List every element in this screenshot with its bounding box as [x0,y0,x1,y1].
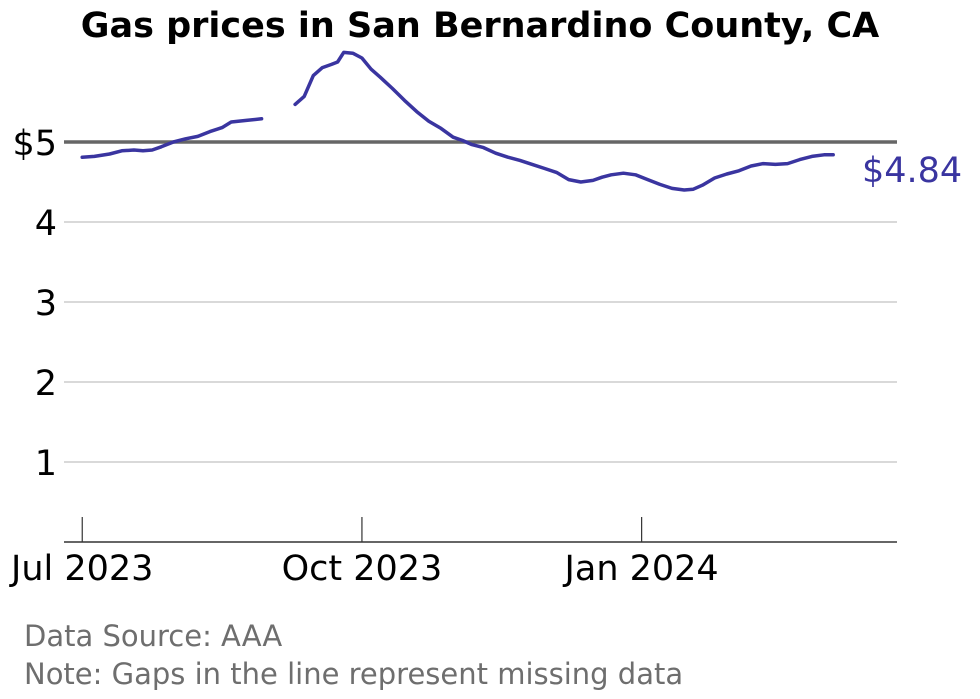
y-axis-labels: 1 2 3 4 $5 [12,124,57,484]
x-axis: Jul 2023 Oct 2023 Jan 2024 [9,517,897,589]
y-tick-label-2: 2 [35,364,57,404]
y-tick-label-5: $5 [12,124,57,164]
line-segment-0 [80,117,264,159]
gridlines [64,140,897,463]
data-source-note: Data Source: AAA [24,619,282,653]
y-tick-label-1: 1 [35,444,57,484]
y-tick-label-3: 3 [35,284,57,324]
x-tick-label-2: Jan 2024 [563,549,719,589]
price-line [80,50,835,192]
chart-title: Gas prices in San Bernardino County, CA [81,6,880,46]
line-segment-1 [293,50,835,192]
y-tick-label-4: 4 [35,204,57,244]
x-tick-label-1: Oct 2023 [282,549,443,589]
last-value-label: $4.84 [862,151,962,191]
x-tick-label-0: Jul 2023 [9,549,153,589]
missing-data-note: Note: Gaps in the line represent missing… [24,657,683,691]
